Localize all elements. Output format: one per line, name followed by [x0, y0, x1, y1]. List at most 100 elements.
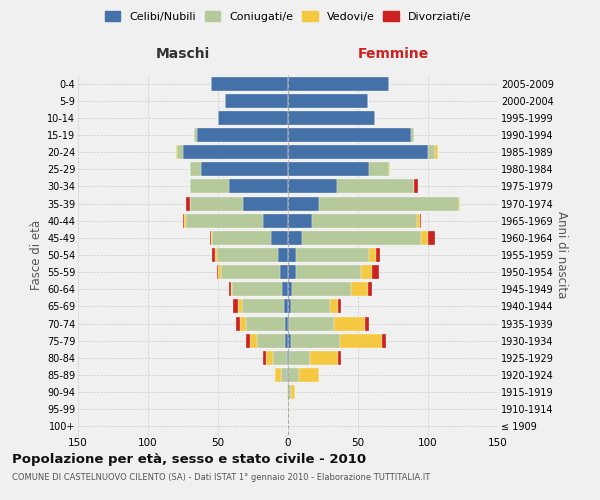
Bar: [190, 180, 229, 194]
Bar: [419, 214, 421, 228]
Bar: [376, 248, 380, 262]
Bar: [288, 145, 428, 159]
Bar: [291, 300, 330, 314]
Bar: [287, 351, 288, 365]
Bar: [272, 351, 287, 365]
Bar: [263, 214, 288, 228]
Bar: [215, 248, 217, 262]
Bar: [288, 300, 291, 314]
Bar: [288, 76, 389, 90]
Bar: [319, 196, 459, 210]
Bar: [288, 402, 289, 416]
Bar: [257, 334, 285, 347]
Bar: [186, 214, 263, 228]
Bar: [414, 180, 418, 194]
Bar: [411, 128, 414, 142]
Bar: [211, 231, 212, 245]
Bar: [288, 180, 337, 194]
Bar: [340, 334, 382, 347]
Bar: [296, 248, 369, 262]
Bar: [288, 368, 299, 382]
Bar: [289, 316, 334, 330]
Bar: [283, 282, 288, 296]
Bar: [361, 265, 372, 279]
Bar: [190, 162, 201, 176]
Bar: [428, 145, 435, 159]
Bar: [288, 214, 312, 228]
Bar: [365, 316, 369, 330]
Bar: [232, 282, 283, 296]
Bar: [250, 334, 257, 347]
Bar: [278, 248, 288, 262]
Bar: [299, 368, 319, 382]
Bar: [337, 180, 414, 194]
Bar: [288, 351, 289, 365]
Bar: [217, 265, 218, 279]
Bar: [178, 145, 183, 159]
Bar: [435, 145, 438, 159]
Bar: [302, 231, 421, 245]
Bar: [287, 368, 288, 382]
Bar: [211, 76, 288, 90]
Bar: [209, 231, 211, 245]
Bar: [382, 334, 386, 347]
Bar: [190, 196, 243, 210]
Bar: [310, 351, 338, 365]
Bar: [288, 128, 411, 142]
Y-axis label: Fasce di età: Fasce di età: [29, 220, 43, 290]
Bar: [225, 94, 288, 108]
Bar: [330, 300, 338, 314]
Bar: [291, 334, 340, 347]
Bar: [289, 351, 310, 365]
Bar: [292, 282, 351, 296]
Text: Maschi: Maschi: [156, 46, 210, 60]
Bar: [369, 248, 376, 262]
Bar: [230, 282, 232, 296]
Bar: [288, 94, 368, 108]
Bar: [176, 145, 178, 159]
Bar: [312, 214, 417, 228]
Bar: [459, 196, 460, 210]
Bar: [296, 265, 361, 279]
Bar: [288, 316, 289, 330]
Legend: Celibi/Nubili, Coniugati/e, Vedovi/e, Divorziati/e: Celibi/Nubili, Coniugati/e, Vedovi/e, Di…: [101, 8, 475, 25]
Bar: [186, 196, 190, 210]
Text: Femmine: Femmine: [358, 46, 428, 60]
Bar: [389, 162, 390, 176]
Bar: [246, 334, 250, 347]
Bar: [266, 351, 272, 365]
Bar: [280, 265, 288, 279]
Bar: [338, 351, 341, 365]
Bar: [338, 300, 341, 314]
Bar: [236, 316, 241, 330]
Bar: [233, 300, 238, 314]
Bar: [288, 282, 292, 296]
Bar: [421, 231, 428, 245]
Y-axis label: Anni di nascita: Anni di nascita: [554, 212, 568, 298]
Bar: [212, 248, 215, 262]
Bar: [417, 214, 419, 228]
Bar: [218, 265, 221, 279]
Bar: [288, 385, 291, 399]
Bar: [275, 368, 281, 382]
Bar: [288, 248, 296, 262]
Bar: [284, 300, 288, 314]
Bar: [201, 162, 288, 176]
Bar: [288, 231, 302, 245]
Bar: [288, 111, 375, 125]
Bar: [285, 334, 288, 347]
Bar: [263, 351, 266, 365]
Text: COMUNE DI CASTELNUOVO CILENTO (SA) - Dati ISTAT 1° gennaio 2010 - Elaborazione T: COMUNE DI CASTELNUOVO CILENTO (SA) - Dat…: [12, 472, 430, 482]
Bar: [212, 231, 271, 245]
Bar: [246, 316, 285, 330]
Bar: [197, 128, 288, 142]
Bar: [217, 248, 278, 262]
Bar: [218, 111, 288, 125]
Bar: [183, 214, 184, 228]
Bar: [221, 265, 280, 279]
Bar: [229, 282, 230, 296]
Bar: [242, 300, 284, 314]
Bar: [351, 282, 368, 296]
Bar: [281, 368, 287, 382]
Bar: [428, 231, 435, 245]
